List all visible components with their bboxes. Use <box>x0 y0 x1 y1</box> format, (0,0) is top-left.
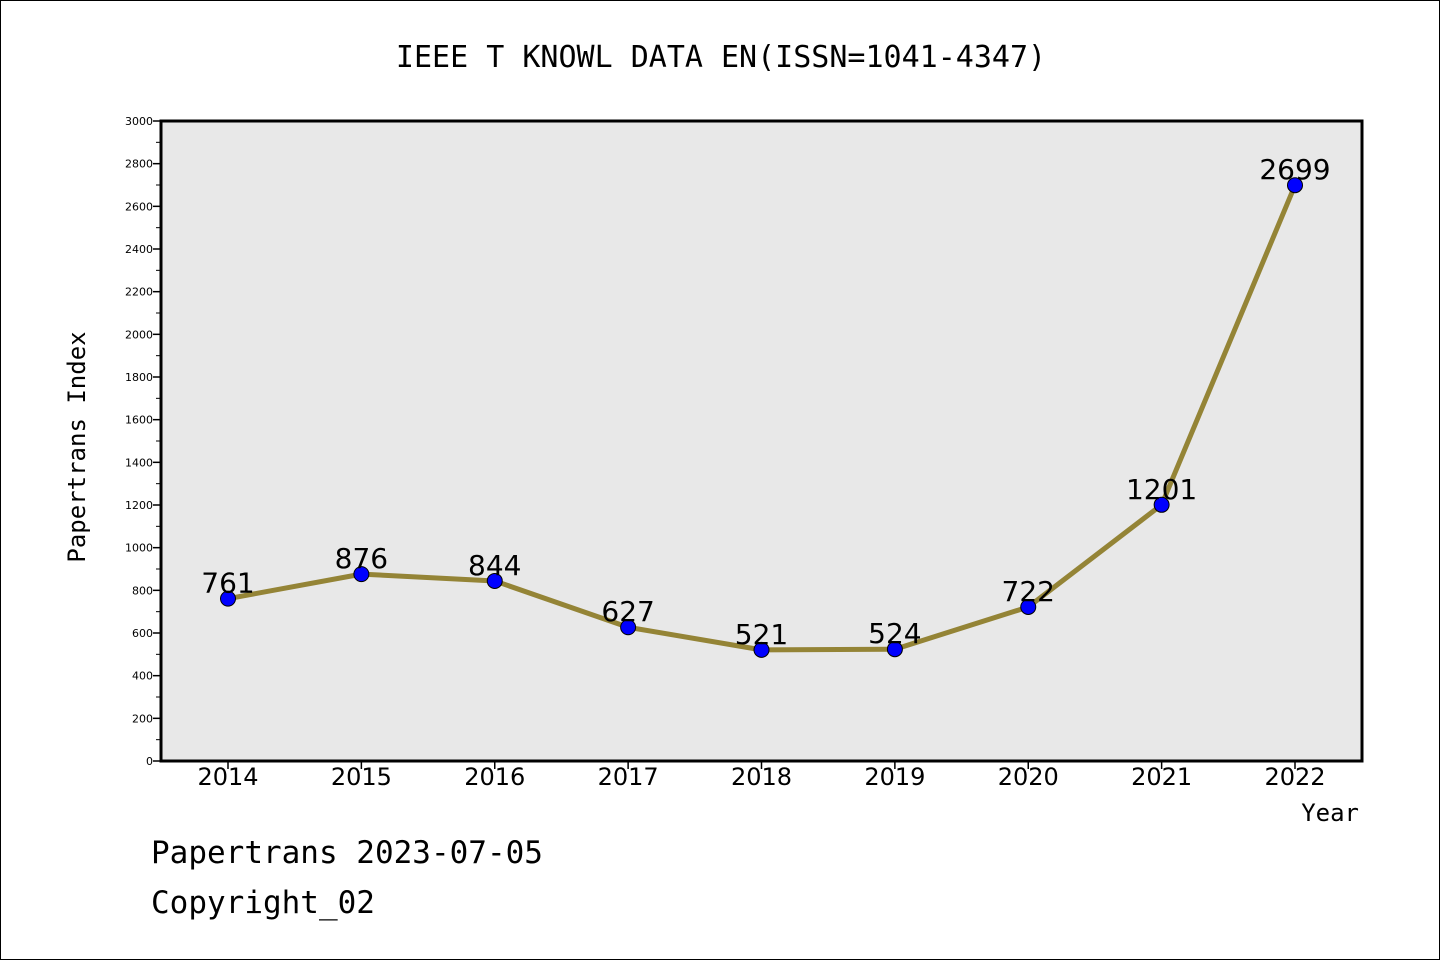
data-point <box>220 590 236 607</box>
data-label: 627 <box>601 595 654 628</box>
y-tick-label: 1800 <box>125 371 153 384</box>
y-tick-label: 800 <box>132 584 153 597</box>
x-tick-label: 2019 <box>864 763 925 791</box>
data-point <box>353 566 370 583</box>
data-label: 2699 <box>1259 153 1330 186</box>
data-label: 722 <box>1002 575 1055 608</box>
x-tick-label: 2022 <box>1264 763 1325 791</box>
data-point <box>1153 496 1170 513</box>
data-label: 844 <box>468 549 521 582</box>
x-axis-label: Year <box>1301 799 1359 827</box>
y-tick-label: 0 <box>146 755 153 768</box>
plot-area <box>159 119 1364 763</box>
y-axis-label: Papertrans Index <box>63 331 91 562</box>
y-axis-ticks: 0 200 400 600 800 1000 1200 1400 1600 1800 2000 220… <box>125 115 161 768</box>
data-point <box>1020 598 1037 615</box>
data-label: 876 <box>335 542 388 575</box>
y-tick-label: 3000 <box>125 115 153 128</box>
data-point <box>753 641 770 658</box>
x-axis-ticks: 2014 2015 2016 2017 2018 2019 2020 2021 2022 <box>197 761 1326 791</box>
y-tick-label: 2800 <box>125 158 153 171</box>
data-point <box>486 572 503 589</box>
y-tick-label: 2600 <box>125 200 153 213</box>
y-tick-label: 400 <box>132 670 153 683</box>
y-tick-label: 2000 <box>125 328 153 341</box>
series-group: 761 876 844 627 521 524 722 1201 2699 <box>201 153 1331 658</box>
y-tick-label: 600 <box>132 627 153 640</box>
y-tick-label: 2400 <box>125 243 153 256</box>
footer-copyright: Copyright_02 <box>151 885 375 921</box>
y-tick-label: 200 <box>132 712 153 725</box>
data-point <box>886 641 903 658</box>
x-tick-label: 2016 <box>464 763 525 791</box>
x-tick-label: 2017 <box>598 763 659 791</box>
data-point <box>1287 177 1303 194</box>
x-tick-label: 2018 <box>731 763 792 791</box>
data-label: 524 <box>868 617 921 650</box>
data-label: 1201 <box>1126 473 1197 506</box>
x-tick-label: 2014 <box>197 763 258 791</box>
x-tick-label: 2020 <box>998 763 1059 791</box>
y-tick-label: 1600 <box>125 414 153 427</box>
y-tick-label: 2200 <box>125 286 153 299</box>
y-tick-label: 1000 <box>125 542 153 555</box>
footer-date: Papertrans 2023-07-05 <box>151 835 543 871</box>
data-point <box>620 619 637 636</box>
y-tick-label: 1200 <box>125 499 153 512</box>
data-label: 761 <box>201 567 254 600</box>
data-label: 521 <box>735 618 788 651</box>
chart-title: IEEE T KNOWL DATA EN(ISSN=1041-4347) <box>396 40 1046 75</box>
y-tick-label: 1400 <box>125 456 153 469</box>
x-tick-label: 2015 <box>331 763 392 791</box>
x-tick-label: 2021 <box>1131 763 1192 791</box>
